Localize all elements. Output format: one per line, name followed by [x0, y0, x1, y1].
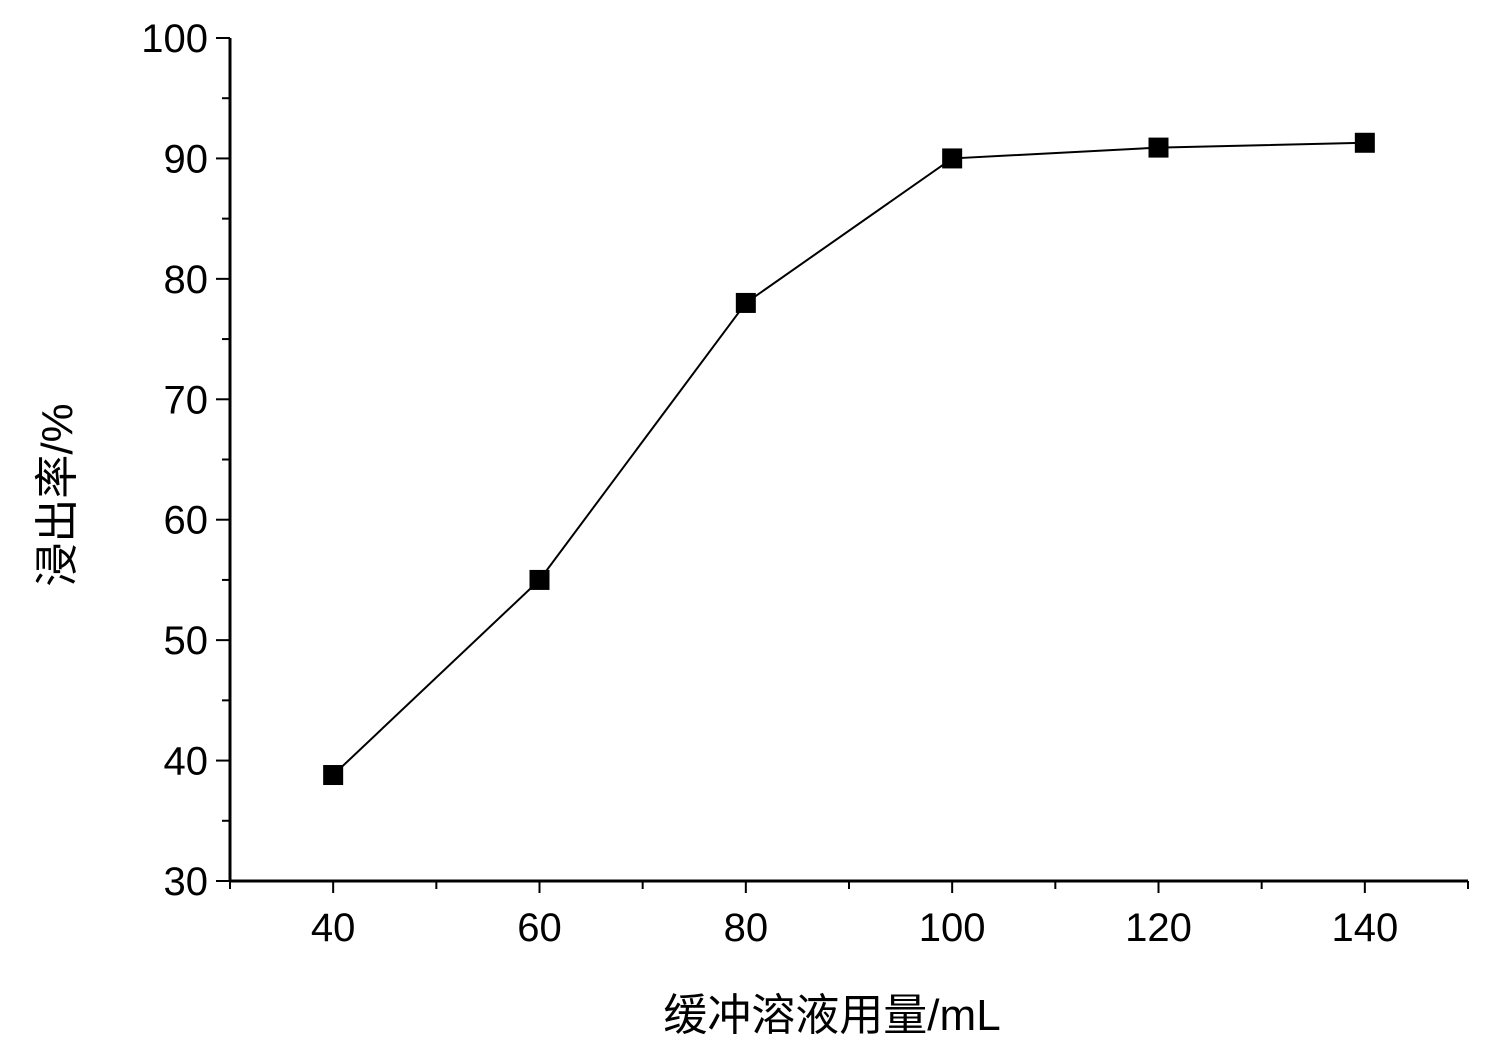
y-tick-label: 90 [164, 137, 209, 181]
data-point-marker [1148, 137, 1169, 158]
x-tick-label: 140 [1331, 906, 1398, 950]
data-point-marker [529, 569, 550, 590]
x-tick-label: 120 [1125, 906, 1192, 950]
y-tick-label: 60 [164, 499, 209, 543]
axes [228, 38, 1468, 883]
y-tick-label: 70 [164, 378, 209, 422]
x-tick-label: 40 [311, 906, 356, 950]
y-tick-label: 30 [164, 860, 209, 904]
series-line [332, 141, 1365, 776]
data-series [323, 132, 1375, 786]
y-tick-label: 50 [164, 619, 209, 663]
y-tick-label: 100 [141, 17, 208, 61]
y-tick-label: 40 [164, 740, 209, 784]
x-tick-label: 100 [919, 906, 986, 950]
y-axis-title: 浸出率/% [33, 403, 82, 586]
y-tick-label: 80 [164, 258, 209, 302]
data-point-marker [323, 765, 344, 786]
data-point-marker [942, 148, 963, 169]
x-axis-title: 缓冲溶液用量/mL [663, 991, 1000, 1040]
x-tick-label: 60 [517, 906, 562, 950]
ticks: 30 40 50 60 70 80 90 100 40 60 80 100 120 140 [141, 17, 1469, 950]
data-point-marker [735, 292, 756, 313]
x-tick-label: 80 [724, 906, 769, 950]
data-point-marker [1354, 132, 1375, 153]
